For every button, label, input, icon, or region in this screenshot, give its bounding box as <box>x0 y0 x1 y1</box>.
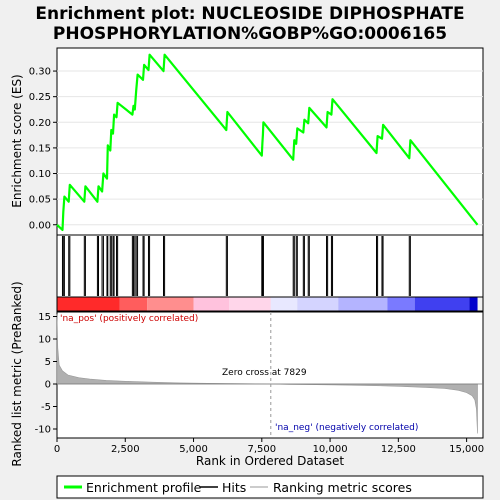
rank-color-bar <box>56 296 484 312</box>
es-plot-area <box>56 47 484 236</box>
enrichment-profile-line <box>56 53 479 231</box>
color-bar-segment <box>270 297 298 311</box>
x-tick-label: 15,000 <box>449 444 484 455</box>
pos-label: 'na_pos' (positively correlated) <box>60 314 198 324</box>
color-bar-segment <box>387 297 415 311</box>
metric-y-tick-label: -5 <box>41 402 51 413</box>
hits-plot-area <box>56 234 484 298</box>
legend: Enrichment profile Hits Ranking metric s… <box>56 475 484 499</box>
metric-y-tick-label: -10 <box>35 425 51 436</box>
x-axis-label: Rank in Ordered Dataset <box>196 454 344 468</box>
legend-hits: Hits <box>222 480 246 495</box>
es-y-tick-label: 0.10 <box>29 169 51 180</box>
color-bar-segment <box>338 297 388 311</box>
x-tick-label: 2,500 <box>111 444 140 455</box>
metric-y-tick-label: 0 <box>45 380 51 391</box>
metric-y-tick-label: 15 <box>38 312 51 323</box>
metric-y-tick-label: 10 <box>38 335 51 346</box>
enrichment-panel: 0.00 0.05 0.10 0.15 0.20 0.25 0.30 Enrichment … <box>10 47 484 236</box>
legend-ranking-metric-scores: Ranking metric scores <box>273 480 412 495</box>
color-bar-segment <box>193 297 230 311</box>
color-bar-segment <box>119 297 148 311</box>
color-bar-segment <box>469 297 478 311</box>
color-bar-segment <box>147 297 194 311</box>
x-tick-label: 10,000 <box>313 444 348 455</box>
neg-label: 'na_neg' (negatively correlated) <box>275 423 418 433</box>
chart-title-line-2: PHOSPHORYLATION%GOBP%GO:0006165 <box>53 24 447 44</box>
metric-y-axis-label: Ranked list metric (PreRanked) <box>10 281 24 466</box>
x-tick-label: 7,500 <box>247 444 276 455</box>
es-y-axis-label: Enrichment score (ES) <box>10 74 24 207</box>
es-y-tick-label: 0.05 <box>29 195 51 206</box>
hits-panel <box>56 234 484 298</box>
metric-panel: -10 -5 0 5 10 15 0 2,500 5,000 7,500 10,000 12,500… <box>10 281 484 468</box>
metric-y-tick-label: 5 <box>45 357 51 368</box>
legend-enrichment-profile: Enrichment profile <box>86 480 202 495</box>
x-tick-label: 0 <box>54 444 60 455</box>
zero-cross-label: Zero cross at 7829 <box>222 368 307 378</box>
es-y-tick-label: 0.25 <box>29 92 51 103</box>
x-tick-label: 5,000 <box>179 444 208 455</box>
es-y-tick-label: 0.30 <box>29 67 51 78</box>
color-bar-segment <box>414 297 470 311</box>
color-bar-border <box>56 296 484 312</box>
color-bar-segment <box>229 297 271 311</box>
metric-plot-area <box>56 311 484 439</box>
chart-title-line-1: Enrichment plot: NUCLEOSIDE DIPHOSPHATE <box>35 4 464 24</box>
color-bar-segment <box>57 297 120 311</box>
es-y-tick-label: 0.15 <box>29 143 51 154</box>
es-y-tick-label: 0.00 <box>29 220 51 231</box>
x-tick-label: 12,500 <box>381 444 416 455</box>
legend-box <box>56 475 484 499</box>
color-bar-segment <box>297 297 339 311</box>
es-y-tick-label: 0.20 <box>29 118 51 129</box>
